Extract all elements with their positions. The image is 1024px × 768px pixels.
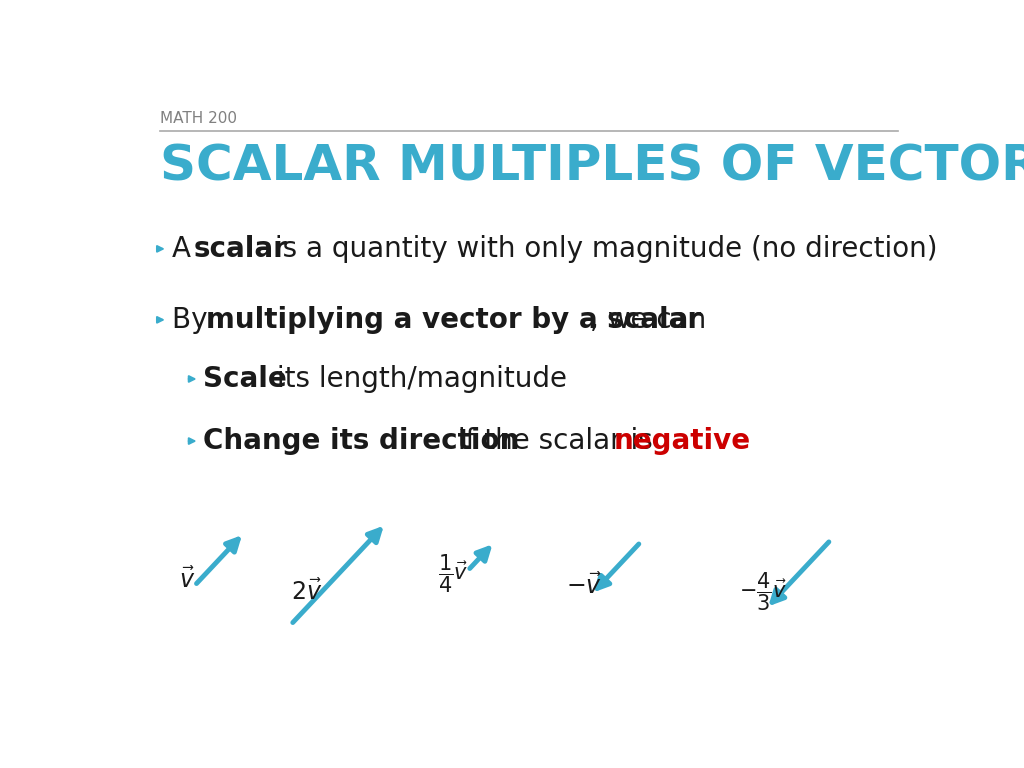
Text: is a quantity with only magnitude (no direction): is a quantity with only magnitude (no di… [266, 235, 938, 263]
Text: $2\vec{v}$: $2\vec{v}$ [291, 579, 323, 604]
Text: , we can: , we can [590, 306, 706, 334]
Text: Change its direction: Change its direction [204, 427, 520, 455]
Text: $\dfrac{1}{4}\vec{v}$: $\dfrac{1}{4}\vec{v}$ [438, 553, 469, 595]
Text: SCALAR MULTIPLES OF VECTORS: SCALAR MULTIPLES OF VECTORS [160, 142, 1024, 190]
Text: $-\dfrac{4}{3}\vec{v}$: $-\dfrac{4}{3}\vec{v}$ [739, 571, 786, 613]
Text: if the scalar is: if the scalar is [449, 427, 662, 455]
Text: multiplying a vector by a scalar: multiplying a vector by a scalar [206, 306, 701, 334]
Text: Scale: Scale [204, 365, 287, 393]
Text: $-\vec{v}$: $-\vec{v}$ [566, 573, 602, 599]
Text: By: By [172, 306, 216, 334]
Text: its length/magnitude: its length/magnitude [268, 365, 567, 393]
Text: negative: negative [613, 427, 751, 455]
Text: $\vec{v}$: $\vec{v}$ [179, 567, 196, 593]
Text: A: A [172, 235, 200, 263]
Text: MATH 200: MATH 200 [160, 111, 237, 126]
Text: scalar: scalar [194, 235, 287, 263]
